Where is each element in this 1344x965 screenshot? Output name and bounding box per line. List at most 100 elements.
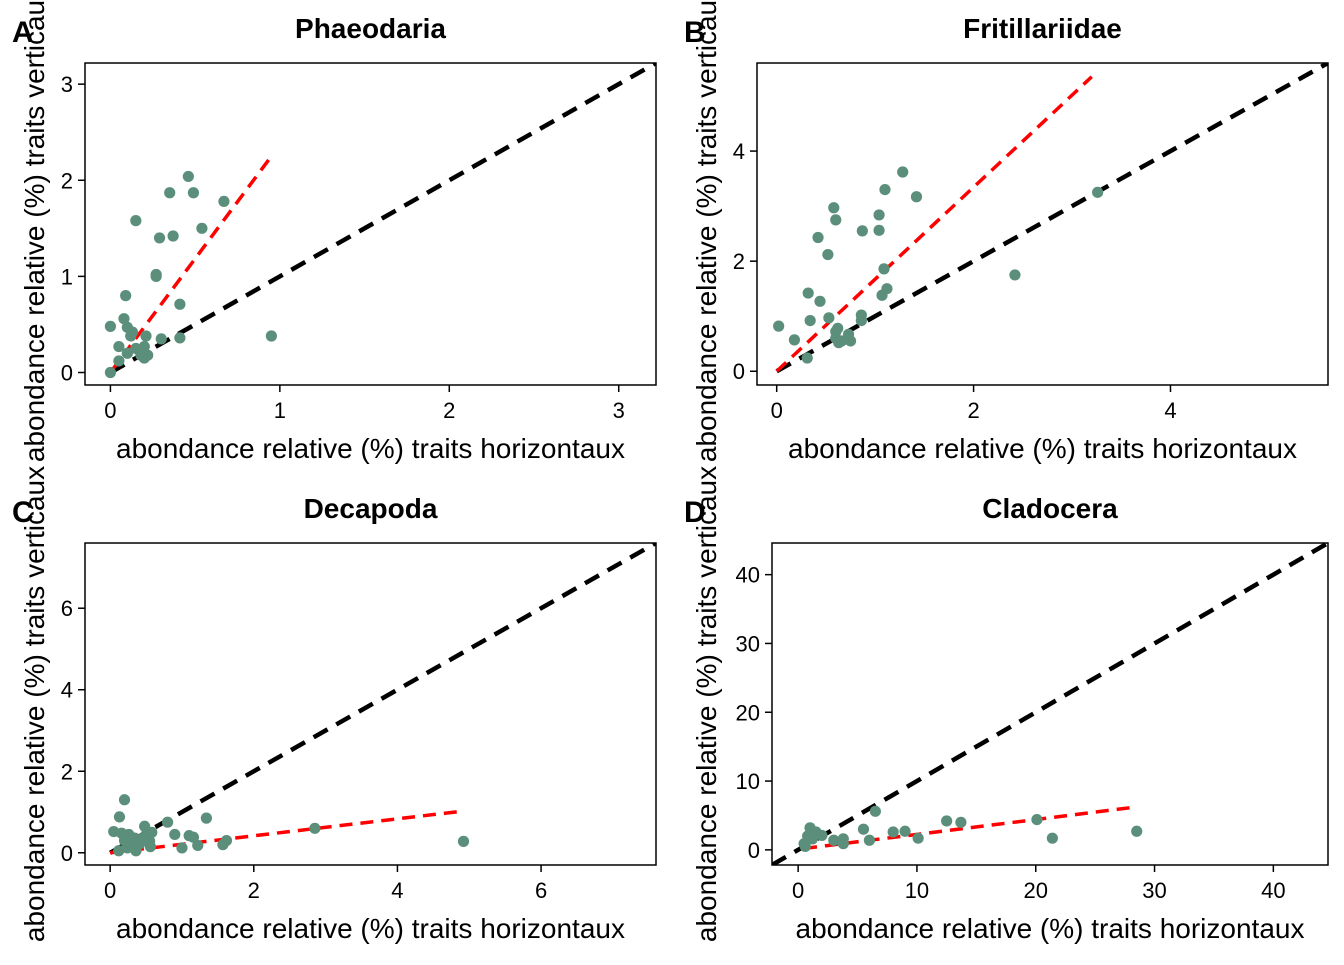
y-axis-title: abondance relative (%) traits verticaux — [19, 0, 50, 462]
data-point — [879, 183, 891, 196]
data-point — [1131, 825, 1143, 837]
panel-a: 0 1 2 3 0 1 2 3 Phaeodaria abondance relative (%)… — [12, 0, 657, 464]
data-point — [878, 263, 890, 275]
panel-title: Phaeodaria — [295, 13, 446, 44]
data-point — [873, 209, 885, 221]
x-tick-label: 30 — [1142, 878, 1166, 903]
data-point — [887, 826, 899, 838]
data-point — [138, 340, 150, 353]
panel-d: 0 10 20 30 40 0 10 20 30 40 Cladocera abondance rel… — [684, 466, 1329, 944]
x-tick-label: 0 — [792, 878, 804, 903]
y-tick-label: 20 — [736, 700, 760, 725]
y-axis-title: abondance relative (%) traits verticaux — [691, 0, 722, 462]
data-point — [1092, 186, 1104, 198]
data-point — [218, 195, 230, 208]
data-point — [182, 170, 194, 183]
data-point — [869, 805, 881, 817]
data-point — [120, 290, 132, 302]
data-point — [955, 816, 967, 828]
x-tick-label: 3 — [613, 398, 625, 423]
x-tick-label: 0 — [771, 398, 783, 423]
data-point — [144, 841, 156, 853]
data-point — [130, 215, 142, 227]
data-point — [812, 231, 824, 244]
y-tick-label: 4 — [733, 139, 745, 164]
identity-line — [109, 543, 656, 855]
identity-line — [775, 63, 1328, 374]
data-point — [176, 842, 188, 854]
data-point — [837, 833, 849, 845]
data-point — [899, 825, 911, 837]
plot-area — [84, 62, 657, 386]
data-point — [1009, 269, 1021, 281]
data-point — [309, 822, 321, 834]
panel-title: Decapoda — [304, 493, 438, 524]
data-point — [863, 834, 876, 846]
y-tick-label: 0 — [61, 841, 73, 866]
data-point — [192, 839, 204, 852]
plot-marks — [772, 543, 1328, 865]
x-tick-label: 2 — [967, 398, 979, 423]
data-point — [104, 366, 117, 379]
data-point — [104, 320, 117, 332]
data-point — [113, 340, 125, 353]
data-point — [856, 225, 868, 237]
y-tick-label: 40 — [736, 563, 760, 588]
y-tick-label: 2 — [61, 759, 73, 784]
data-point — [857, 823, 870, 835]
x-axis-title: abondance relative (%) traits horizontau… — [788, 433, 1297, 464]
data-point — [113, 811, 126, 823]
y-tick-label: 30 — [736, 631, 760, 656]
data-point — [828, 202, 840, 214]
data-point — [1031, 813, 1043, 826]
panel-b: 0 2 4 0 2 4 Fritillariidae abondance relative (… — [684, 0, 1329, 464]
x-tick-label: 2 — [443, 398, 455, 423]
y-tick-label: 2 — [733, 249, 745, 274]
y-tick-label: 0 — [748, 838, 760, 863]
data-point — [912, 832, 924, 844]
plot-marks — [108, 543, 656, 857]
data-point — [799, 840, 811, 853]
data-point — [265, 330, 277, 342]
panel-tag: A — [12, 16, 34, 49]
data-point — [113, 845, 125, 857]
y-tick-label: 1 — [61, 264, 73, 289]
y-tick-label: 2 — [61, 168, 73, 193]
x-tick-label: 40 — [1261, 878, 1285, 903]
panel-c: 0 2 4 6 0 2 4 6 Decapoda abondance relative (%) t… — [12, 466, 657, 944]
data-point — [140, 330, 152, 342]
y-tick-label: 3 — [61, 72, 73, 97]
data-point — [881, 283, 893, 295]
data-point — [828, 834, 840, 846]
data-point — [150, 268, 162, 281]
plot-marks — [773, 63, 1328, 374]
panel-tag: B — [684, 16, 706, 49]
x-tick-label: 20 — [1024, 878, 1048, 903]
plot-area — [84, 542, 657, 866]
data-point — [169, 828, 181, 841]
x-tick-label: 0 — [104, 398, 116, 423]
y-tick-label: 0 — [61, 361, 73, 386]
data-point — [155, 333, 167, 345]
data-point — [196, 222, 208, 234]
data-point — [1046, 832, 1058, 844]
data-point — [142, 349, 154, 361]
data-point — [174, 298, 186, 310]
data-point — [873, 224, 885, 236]
data-point — [220, 834, 233, 847]
x-tick-label: 0 — [104, 878, 116, 903]
data-point — [146, 826, 158, 838]
data-point — [897, 166, 909, 178]
identity-line — [772, 543, 1328, 865]
panel-tag: D — [684, 496, 706, 529]
data-point — [161, 816, 174, 828]
data-point — [804, 315, 816, 327]
x-axis-title: abondance relative (%) traits horizontau… — [116, 913, 625, 944]
data-point — [844, 335, 857, 347]
data-point — [200, 812, 212, 824]
y-tick-label: 4 — [61, 678, 73, 703]
y-tick-label: 0 — [733, 359, 745, 384]
y-axis-title: abondance relative (%) traits verticaux — [691, 466, 722, 942]
data-point — [910, 191, 923, 203]
x-tick-label: 10 — [905, 878, 929, 903]
